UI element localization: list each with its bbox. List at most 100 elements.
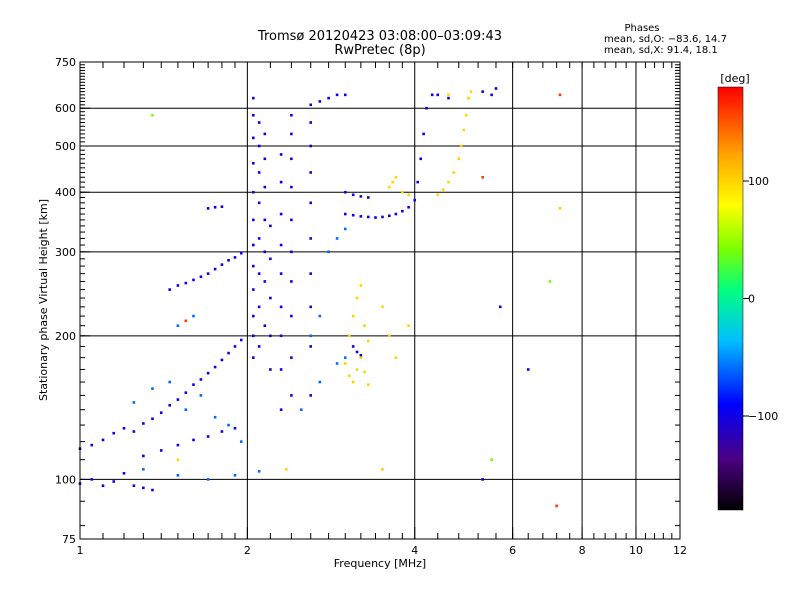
data-point-0-6	[142, 486, 145, 490]
data-point-2-29	[464, 113, 468, 117]
data-point-2-14	[407, 324, 410, 328]
data-point-1-8	[299, 408, 303, 412]
data-point-0-1	[90, 478, 94, 481]
data-point-1-1	[151, 387, 154, 390]
data-point-0-92	[290, 314, 293, 318]
data-point-0-115	[351, 193, 355, 197]
data-point-0-125	[394, 212, 398, 216]
data-point-2-19	[394, 175, 398, 179]
x-tick-label-6: 12	[673, 544, 687, 557]
data-point-0-99	[290, 113, 293, 117]
data-point-0-109	[309, 103, 313, 107]
data-point-0-62	[257, 305, 261, 309]
data-point-0-39	[199, 275, 203, 279]
data-point-0-3	[112, 480, 116, 483]
data-point-0-139	[481, 90, 484, 93]
data-point-0-13	[132, 430, 136, 433]
data-point-4-2	[490, 458, 493, 461]
data-point-0-119	[351, 213, 355, 217]
x-axis-ticks: 1 2 4 6 8 10 12	[77, 62, 687, 557]
data-point-2-15	[394, 356, 398, 359]
data-point-0-75	[263, 132, 267, 136]
data-point-0-123	[381, 215, 384, 219]
data-point-0-102	[309, 305, 313, 309]
data-point-0-47	[213, 205, 217, 209]
data-point-0-90	[290, 394, 293, 397]
data-point-0-70	[263, 280, 267, 283]
data-point-1-6	[227, 423, 230, 427]
data-point-2-24	[447, 180, 450, 184]
data-point-0-44	[233, 256, 237, 259]
data-point-0-41	[213, 267, 217, 271]
x-tick-label-5: 10	[629, 544, 643, 557]
data-point-0-20	[192, 383, 195, 386]
x-tick-label-0: 1	[77, 544, 84, 557]
data-point-0-15	[151, 417, 154, 421]
data-point-0-96	[290, 185, 293, 189]
data-point-2-0	[343, 362, 347, 365]
data-point-0-101	[309, 345, 313, 348]
data-point-2-31	[469, 90, 473, 93]
colorbar-tick-label-1: 0	[748, 293, 755, 306]
data-point-2-3	[355, 368, 359, 371]
data-point-1-23	[257, 469, 261, 473]
data-point-0-80	[269, 224, 272, 228]
data-point-1-14	[343, 227, 347, 231]
data-point-0-52	[252, 288, 255, 291]
data-point-0-69	[263, 324, 267, 328]
data-point-0-9	[90, 443, 94, 447]
data-point-0-114	[343, 190, 347, 194]
data-point-3-2	[481, 175, 484, 179]
chart-subtitle: RwPretec (8p)	[334, 43, 425, 58]
data-point-0-134	[351, 345, 355, 348]
data-point-0-32	[206, 435, 210, 438]
colorbar-tick-label-0: 100	[748, 175, 769, 188]
data-point-0-85	[279, 272, 283, 275]
data-point-0-33	[220, 430, 224, 433]
data-point-0-108	[309, 121, 313, 124]
data-point-2-33	[285, 467, 288, 471]
data-point-0-81	[279, 408, 283, 412]
data-point-0-83	[279, 334, 283, 338]
data-point-1-10	[335, 362, 339, 365]
data-point-1-4	[199, 394, 203, 397]
data-point-0-128	[413, 198, 417, 202]
data-point-0-97	[290, 157, 293, 161]
data-point-0-31	[192, 438, 195, 442]
data-point-0-54	[252, 243, 255, 247]
data-point-4-1	[548, 280, 552, 283]
data-point-0-94	[290, 250, 293, 254]
data-point-0-107	[309, 144, 313, 148]
data-point-0-73	[263, 185, 267, 189]
data-point-0-4	[122, 471, 126, 475]
data-point-3-3	[184, 319, 188, 323]
data-point-0-120	[359, 215, 363, 218]
data-point-0-67	[257, 144, 261, 148]
y-tick-label-1: 100	[55, 473, 76, 486]
data-point-0-66	[257, 171, 261, 174]
data-point-1-22	[233, 474, 237, 477]
plot-frame	[79, 61, 681, 540]
data-point-0-132	[425, 106, 428, 110]
data-point-0-14	[142, 422, 145, 425]
data-point-0-121	[366, 215, 370, 219]
data-point-0-56	[252, 190, 255, 194]
data-point-0-74	[263, 157, 267, 161]
grid	[79, 62, 680, 539]
data-point-0-26	[233, 345, 237, 348]
data-point-0-84	[279, 305, 283, 309]
data-point-0-76	[269, 368, 272, 371]
data-point-2-5	[363, 370, 366, 374]
data-point-0-141	[494, 87, 498, 90]
data-point-2-21	[407, 193, 410, 197]
data-point-0-11	[112, 431, 116, 435]
data-point-0-140	[490, 93, 493, 97]
data-point-0-28	[142, 454, 145, 458]
x-axis-label: Frequency [MHz]	[334, 557, 426, 570]
data-point-1-7	[239, 440, 243, 443]
data-point-0-53	[252, 264, 255, 268]
data-point-0-98	[290, 132, 293, 136]
data-point-0-131	[422, 132, 425, 136]
data-point-0-2	[101, 484, 105, 488]
data-point-0-36	[176, 284, 180, 287]
